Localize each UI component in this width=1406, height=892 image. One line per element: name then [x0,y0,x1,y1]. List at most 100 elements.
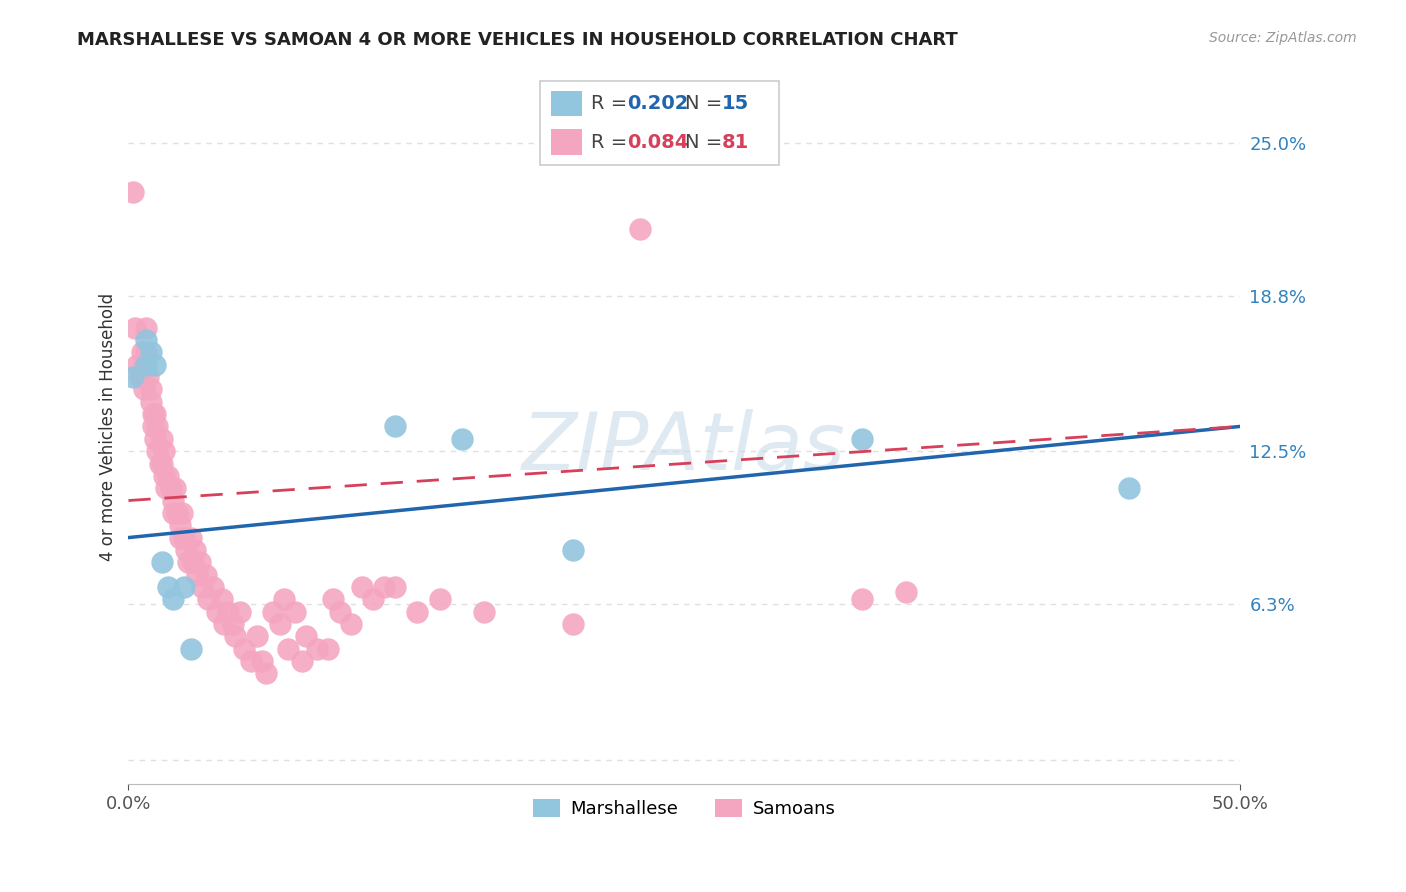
Point [166,506,188,520]
Point [562,542,585,557]
Point [211,592,233,607]
Point [135,345,157,359]
Point [149,457,172,471]
Bar [551,91,582,117]
Point [284,605,307,619]
Point [150,432,173,446]
Point [169,518,191,533]
Point [197,592,219,607]
Point [188,555,211,569]
Point [207,605,229,619]
Text: R =: R = [591,133,633,152]
Text: 15: 15 [721,94,749,113]
Point [169,531,191,545]
Point [139,394,162,409]
Text: ZIPAtlas: ZIPAtlas [522,409,846,487]
Point [195,567,218,582]
Point [143,358,166,372]
Point [122,185,145,199]
Point [201,580,224,594]
Point [157,468,180,483]
Point [1118,481,1140,495]
Point [896,585,918,599]
Point [124,320,146,334]
Point [146,444,169,458]
Point [159,481,181,495]
Point [150,555,173,569]
Point [170,506,193,520]
Point [131,345,153,359]
Point [339,617,361,632]
Point [150,457,173,471]
Point [122,370,145,384]
Point [127,358,149,372]
Point [222,617,245,632]
Point [157,580,180,594]
Point [851,432,873,446]
Point [132,383,155,397]
Text: Source: ZipAtlas.com: Source: ZipAtlas.com [1209,31,1357,45]
Point [429,592,451,607]
Point [135,320,157,334]
Point [361,592,384,607]
Point [218,605,240,619]
Point [373,580,395,594]
Point [142,407,165,421]
Point [384,419,406,434]
Text: 0.202: 0.202 [627,94,689,113]
Point [186,567,208,582]
Point [295,629,318,643]
Point [384,580,406,594]
Point [139,345,162,359]
Point [184,542,207,557]
Text: 81: 81 [721,133,749,152]
Point [228,605,250,619]
Point [239,654,262,668]
Point [254,666,277,681]
Point [146,419,169,434]
Point [177,555,200,569]
Point [162,506,184,520]
Point [153,468,176,483]
Point [142,419,165,434]
Point [318,641,340,656]
Point [174,542,197,557]
Point [191,580,214,594]
Point [181,555,204,569]
Point [132,358,155,372]
Point [269,617,291,632]
Bar [551,129,582,155]
Point [851,592,873,607]
Text: MARSHALLESE VS SAMOAN 4 OR MORE VEHICLES IN HOUSEHOLD CORRELATION CHART: MARSHALLESE VS SAMOAN 4 OR MORE VEHICLES… [77,31,957,49]
Point [153,444,176,458]
Point [165,481,187,495]
Legend: Marshallese, Samoans: Marshallese, Samoans [526,792,842,825]
Point [162,592,184,607]
FancyBboxPatch shape [540,80,779,165]
Point [180,531,202,545]
Point [628,222,651,236]
Point [173,580,195,594]
Point [273,592,295,607]
Point [233,641,256,656]
Point [212,617,235,632]
Point [277,641,299,656]
Text: N =: N = [685,94,728,113]
Point [139,383,162,397]
Point [322,592,344,607]
Point [173,531,195,545]
Point [307,641,329,656]
Text: 0.084: 0.084 [627,133,689,152]
Point [135,358,157,372]
Point [472,605,495,619]
Point [406,605,429,619]
Point [262,605,284,619]
Point [162,493,184,508]
Point [250,654,273,668]
Point [329,605,352,619]
Point [143,432,166,446]
Point [135,333,157,347]
Point [450,432,472,446]
Point [131,370,153,384]
Point [143,407,166,421]
